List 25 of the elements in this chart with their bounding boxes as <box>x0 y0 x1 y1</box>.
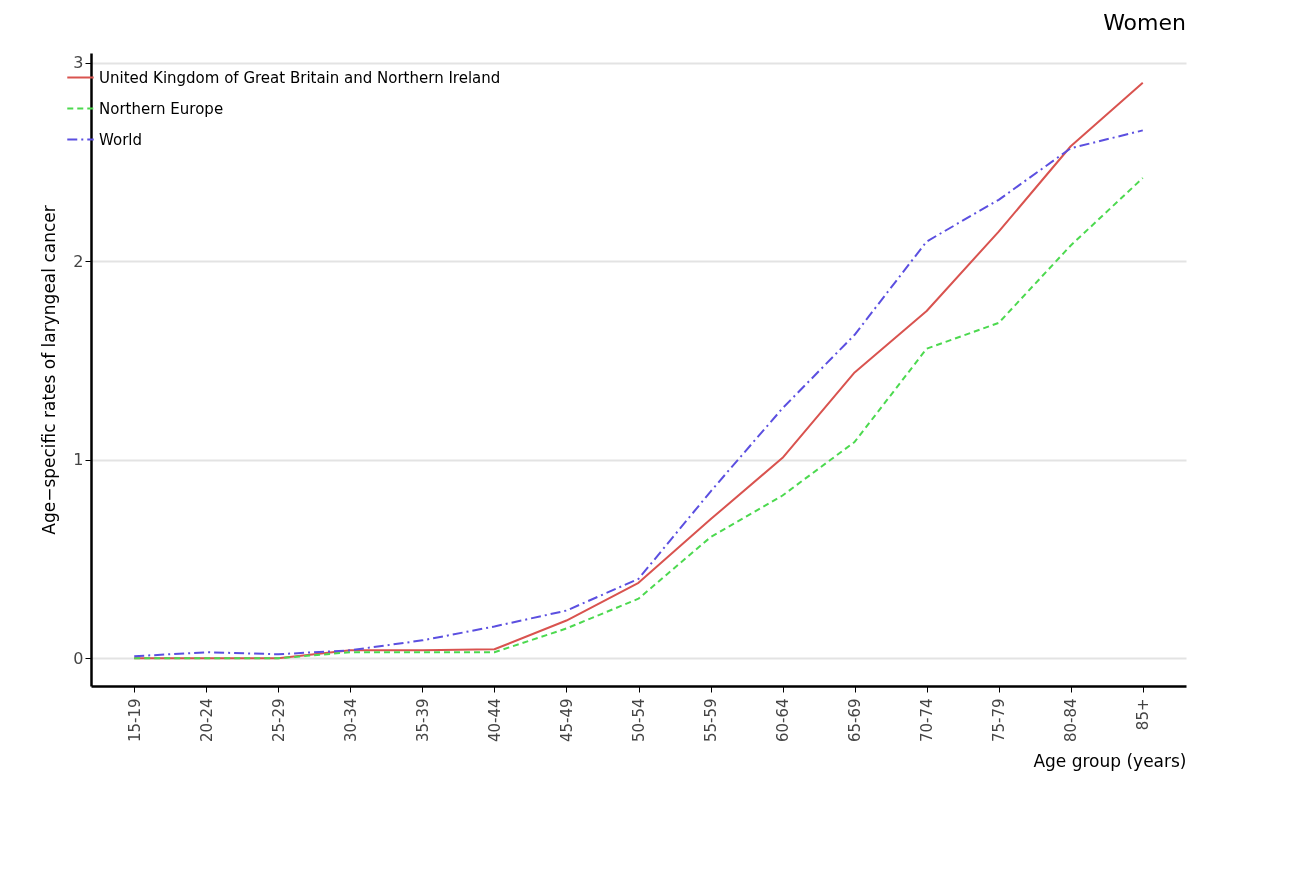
x-tick-label: 20-24 <box>197 698 216 743</box>
x-tick-label: 45-49 <box>557 698 576 743</box>
x-tick-label: 35-39 <box>413 698 432 743</box>
y-tick-label: 2 <box>73 251 84 271</box>
x-tick-label: 15-19 <box>125 698 144 743</box>
x-tick-label: 50-54 <box>630 698 648 743</box>
x-tick-label: 80-84 <box>1062 698 1081 743</box>
x-tick-label: 85+ <box>1134 698 1153 731</box>
legend-label: World <box>99 130 142 149</box>
x-axis-title: Age group (years) <box>1033 751 1187 772</box>
x-tick-label: 40-44 <box>485 698 504 743</box>
chart-title: Women <box>1103 10 1186 35</box>
x-tick-label: 55-59 <box>702 698 721 743</box>
x-tick-label: 70-74 <box>918 698 937 743</box>
x-tick-label: 65-69 <box>846 698 865 743</box>
y-tick-label: 1 <box>73 450 84 470</box>
x-tick-label: 75-79 <box>990 698 1009 743</box>
x-tick-label: 30-34 <box>341 698 360 743</box>
y-tick-label: 3 <box>73 53 84 73</box>
x-tick-label: 25-29 <box>269 698 288 743</box>
y-axis-title: Age−specific rates of laryngeal cancer <box>39 205 60 535</box>
legend-label: United Kingdom of Great Britain and Northern Ireland <box>99 68 501 87</box>
y-tick-label: 0 <box>73 648 84 668</box>
x-tick-label: 60-64 <box>774 698 793 743</box>
legend-label: Northern Europe <box>99 99 224 118</box>
